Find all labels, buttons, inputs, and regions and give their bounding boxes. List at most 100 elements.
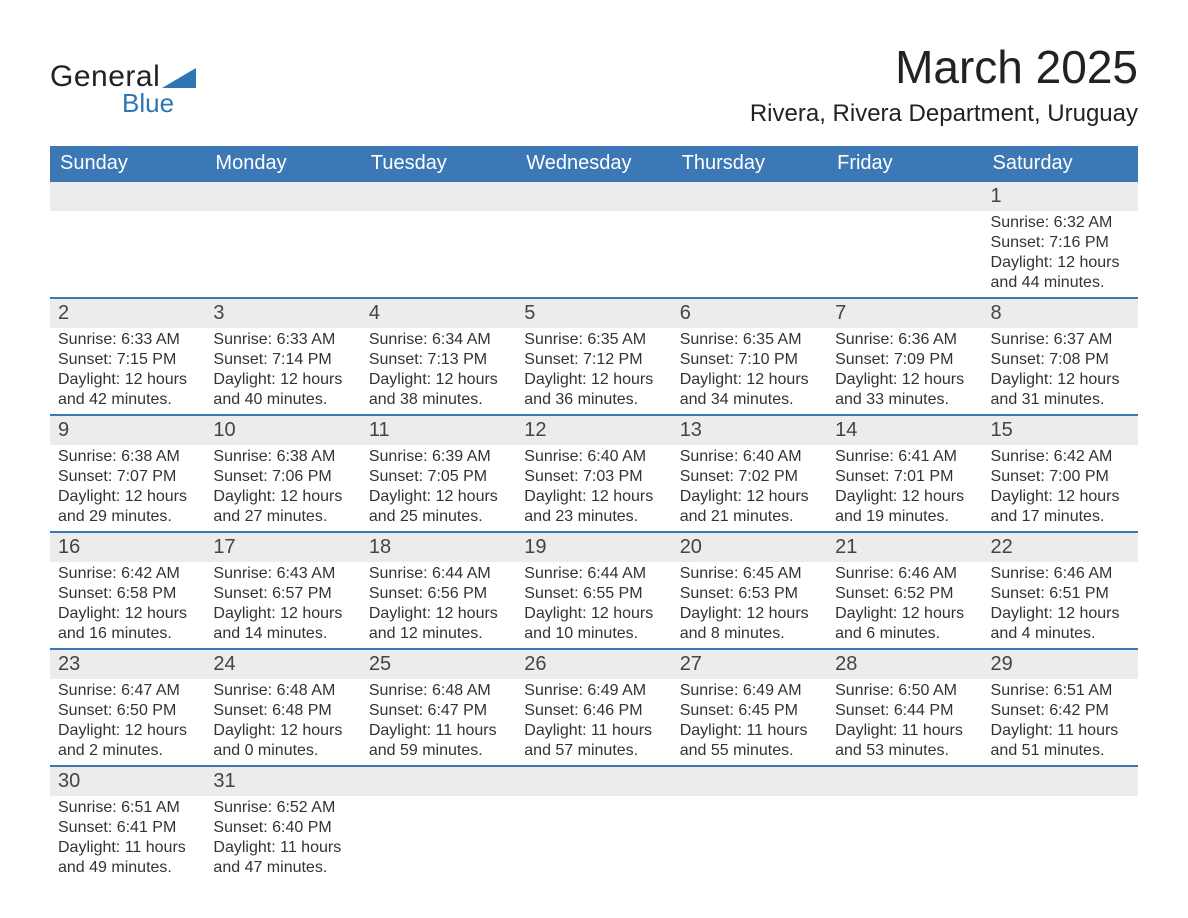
- day-content: Sunrise: 6:37 AMSunset: 7:08 PMDaylight:…: [983, 328, 1138, 414]
- calendar-week-row: 9Sunrise: 6:38 AMSunset: 7:07 PMDaylight…: [50, 415, 1138, 532]
- day-content: Sunrise: 6:50 AMSunset: 6:44 PMDaylight:…: [827, 679, 982, 765]
- day-number: 23: [50, 650, 205, 679]
- day-sunrise: Sunrise: 6:32 AM: [991, 213, 1130, 233]
- day-content: [827, 211, 982, 283]
- calendar-day-cell: 18Sunrise: 6:44 AMSunset: 6:56 PMDayligh…: [361, 532, 516, 649]
- day-content: Sunrise: 6:40 AMSunset: 7:02 PMDaylight:…: [672, 445, 827, 531]
- day-number: [516, 767, 671, 796]
- calendar-day-cell: 11Sunrise: 6:39 AMSunset: 7:05 PMDayligh…: [361, 415, 516, 532]
- calendar-day-cell: 26Sunrise: 6:49 AMSunset: 6:46 PMDayligh…: [516, 649, 671, 766]
- day-content: Sunrise: 6:49 AMSunset: 6:45 PMDaylight:…: [672, 679, 827, 765]
- calendar-day-cell: 7Sunrise: 6:36 AMSunset: 7:09 PMDaylight…: [827, 298, 982, 415]
- day-daylight1: Daylight: 12 hours: [58, 487, 197, 507]
- calendar-day-cell: 28Sunrise: 6:50 AMSunset: 6:44 PMDayligh…: [827, 649, 982, 766]
- day-number: [205, 182, 360, 211]
- calendar-day-cell: 5Sunrise: 6:35 AMSunset: 7:12 PMDaylight…: [516, 298, 671, 415]
- day-sunrise: Sunrise: 6:39 AM: [369, 447, 508, 467]
- day-content: Sunrise: 6:44 AMSunset: 6:56 PMDaylight:…: [361, 562, 516, 648]
- day-daylight1: Daylight: 12 hours: [991, 487, 1130, 507]
- day-daylight2: and 0 minutes.: [213, 741, 352, 761]
- day-number: 7: [827, 299, 982, 328]
- weekday-header: Thursday: [672, 146, 827, 182]
- day-number: [983, 767, 1138, 796]
- calendar-day-cell: 24Sunrise: 6:48 AMSunset: 6:48 PMDayligh…: [205, 649, 360, 766]
- day-content: [516, 796, 671, 868]
- calendar-day-cell: 12Sunrise: 6:40 AMSunset: 7:03 PMDayligh…: [516, 415, 671, 532]
- day-content: Sunrise: 6:43 AMSunset: 6:57 PMDaylight:…: [205, 562, 360, 648]
- day-daylight2: and 14 minutes.: [213, 624, 352, 644]
- day-sunrise: Sunrise: 6:40 AM: [524, 447, 663, 467]
- day-daylight1: Daylight: 11 hours: [213, 838, 352, 858]
- day-sunset: Sunset: 7:08 PM: [991, 350, 1130, 370]
- calendar-day-cell: 23Sunrise: 6:47 AMSunset: 6:50 PMDayligh…: [50, 649, 205, 766]
- day-sunrise: Sunrise: 6:50 AM: [835, 681, 974, 701]
- day-sunrise: Sunrise: 6:34 AM: [369, 330, 508, 350]
- day-sunset: Sunset: 7:13 PM: [369, 350, 508, 370]
- day-sunset: Sunset: 7:15 PM: [58, 350, 197, 370]
- day-sunrise: Sunrise: 6:42 AM: [991, 447, 1130, 467]
- calendar-day-cell: [983, 766, 1138, 882]
- day-sunset: Sunset: 6:46 PM: [524, 701, 663, 721]
- day-daylight1: Daylight: 12 hours: [524, 370, 663, 390]
- day-daylight1: Daylight: 12 hours: [991, 604, 1130, 624]
- day-content: Sunrise: 6:35 AMSunset: 7:12 PMDaylight:…: [516, 328, 671, 414]
- day-number: 30: [50, 767, 205, 796]
- day-daylight2: and 55 minutes.: [680, 741, 819, 761]
- day-content: Sunrise: 6:46 AMSunset: 6:51 PMDaylight:…: [983, 562, 1138, 648]
- calendar-day-cell: 6Sunrise: 6:35 AMSunset: 7:10 PMDaylight…: [672, 298, 827, 415]
- day-number: 26: [516, 650, 671, 679]
- day-sunset: Sunset: 6:44 PM: [835, 701, 974, 721]
- day-daylight1: Daylight: 11 hours: [524, 721, 663, 741]
- day-number: 8: [983, 299, 1138, 328]
- day-sunrise: Sunrise: 6:44 AM: [524, 564, 663, 584]
- day-number: 29: [983, 650, 1138, 679]
- weekday-header: Friday: [827, 146, 982, 182]
- logo-triangle-icon: [162, 66, 196, 88]
- day-content: Sunrise: 6:34 AMSunset: 7:13 PMDaylight:…: [361, 328, 516, 414]
- day-sunset: Sunset: 7:02 PM: [680, 467, 819, 487]
- day-sunrise: Sunrise: 6:38 AM: [58, 447, 197, 467]
- day-number: [50, 182, 205, 211]
- day-daylight1: Daylight: 12 hours: [991, 253, 1130, 273]
- day-content: Sunrise: 6:42 AMSunset: 6:58 PMDaylight:…: [50, 562, 205, 648]
- weekday-header: Saturday: [983, 146, 1138, 182]
- day-sunset: Sunset: 6:42 PM: [991, 701, 1130, 721]
- day-content: Sunrise: 6:47 AMSunset: 6:50 PMDaylight:…: [50, 679, 205, 765]
- day-number: 28: [827, 650, 982, 679]
- day-daylight2: and 33 minutes.: [835, 390, 974, 410]
- day-sunrise: Sunrise: 6:36 AM: [835, 330, 974, 350]
- day-number: 3: [205, 299, 360, 328]
- day-daylight1: Daylight: 12 hours: [524, 487, 663, 507]
- day-sunrise: Sunrise: 6:43 AM: [213, 564, 352, 584]
- day-number: [516, 182, 671, 211]
- day-sunset: Sunset: 6:40 PM: [213, 818, 352, 838]
- calendar-day-cell: 21Sunrise: 6:46 AMSunset: 6:52 PMDayligh…: [827, 532, 982, 649]
- day-content: Sunrise: 6:52 AMSunset: 6:40 PMDaylight:…: [205, 796, 360, 882]
- day-sunrise: Sunrise: 6:40 AM: [680, 447, 819, 467]
- day-daylight1: Daylight: 12 hours: [58, 721, 197, 741]
- day-number: 20: [672, 533, 827, 562]
- calendar-week-row: 1Sunrise: 6:32 AMSunset: 7:16 PMDaylight…: [50, 182, 1138, 298]
- day-daylight2: and 2 minutes.: [58, 741, 197, 761]
- day-sunrise: Sunrise: 6:46 AM: [991, 564, 1130, 584]
- day-sunset: Sunset: 7:05 PM: [369, 467, 508, 487]
- day-sunrise: Sunrise: 6:41 AM: [835, 447, 974, 467]
- weekday-header-row: Sunday Monday Tuesday Wednesday Thursday…: [50, 146, 1138, 182]
- day-daylight2: and 38 minutes.: [369, 390, 508, 410]
- day-sunset: Sunset: 7:12 PM: [524, 350, 663, 370]
- day-content: Sunrise: 6:49 AMSunset: 6:46 PMDaylight:…: [516, 679, 671, 765]
- day-daylight2: and 47 minutes.: [213, 858, 352, 878]
- day-daylight1: Daylight: 12 hours: [58, 604, 197, 624]
- day-daylight2: and 27 minutes.: [213, 507, 352, 527]
- calendar-day-cell: [827, 766, 982, 882]
- day-sunset: Sunset: 6:57 PM: [213, 584, 352, 604]
- day-sunset: Sunset: 7:16 PM: [991, 233, 1130, 253]
- day-sunset: Sunset: 6:48 PM: [213, 701, 352, 721]
- day-daylight2: and 29 minutes.: [58, 507, 197, 527]
- day-content: Sunrise: 6:51 AMSunset: 6:41 PMDaylight:…: [50, 796, 205, 882]
- day-sunset: Sunset: 6:52 PM: [835, 584, 974, 604]
- day-daylight1: Daylight: 12 hours: [835, 487, 974, 507]
- day-sunset: Sunset: 7:06 PM: [213, 467, 352, 487]
- day-number: [361, 767, 516, 796]
- day-daylight1: Daylight: 12 hours: [213, 721, 352, 741]
